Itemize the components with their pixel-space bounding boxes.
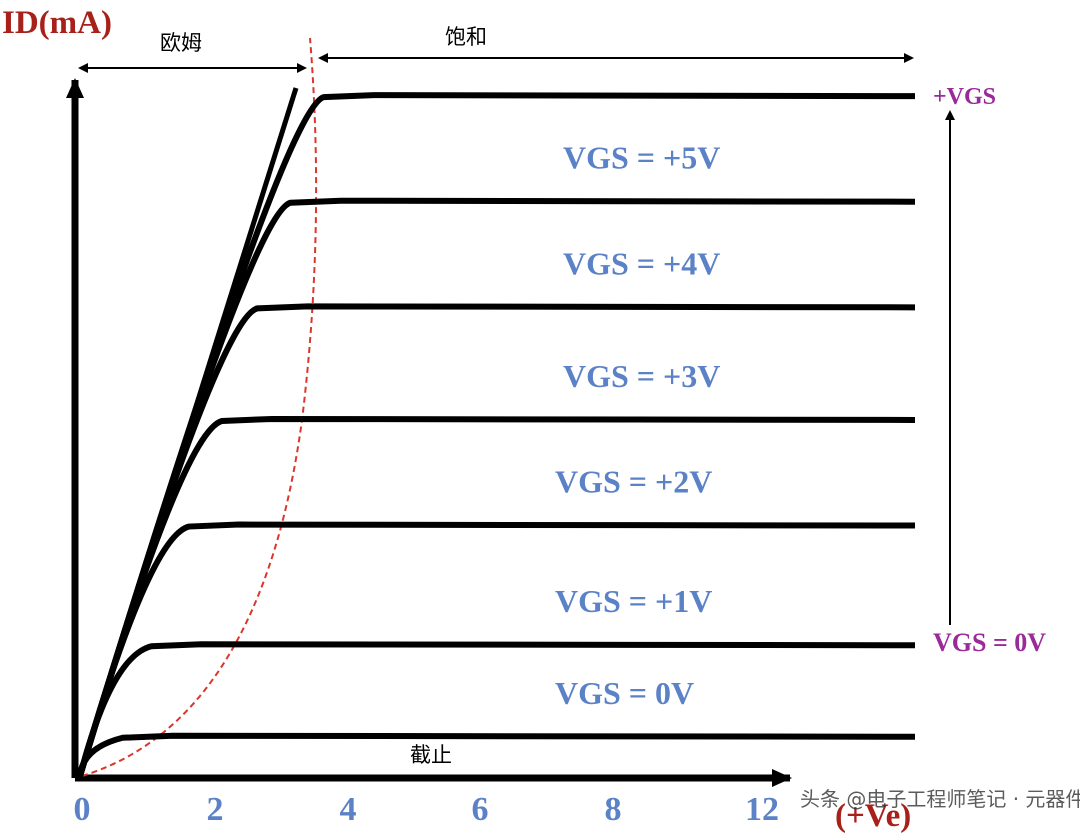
x-axis-title: (+Ve): [835, 798, 911, 834]
x-tick-label: 6: [472, 791, 489, 828]
vgs-arrow-top-label: +VGS: [933, 84, 996, 110]
x-tick-label: 4: [340, 791, 357, 828]
vgs-arrow-bottom-label: VGS = 0V: [933, 628, 1046, 657]
x-tick-labels: 0 2 4 6 8 12: [74, 791, 780, 828]
characteristic-curve: [77, 732, 916, 777]
curve-label: VGS = +1V: [555, 583, 712, 619]
characteristic-curve: [77, 641, 916, 777]
x-tick-label: 8: [605, 791, 622, 828]
cutoff-region-label: 截止: [410, 743, 452, 767]
watermark: 头条 @电子工程师笔记 · 元器件: [800, 787, 1080, 811]
ohmic-region-label: 欧姆: [160, 31, 202, 55]
characteristic-curves: [77, 92, 916, 777]
curve-label: VGS = +5V: [563, 140, 720, 176]
characteristic-curve: [77, 415, 916, 777]
y-axis-title: ID(mA): [2, 5, 112, 41]
curve-labels: VGS = 0V VGS = +1V VGS = +2V VGS = +3V VGS =…: [555, 140, 720, 711]
curve-label: VGS = +2V: [555, 464, 712, 500]
x-tick-label: 2: [207, 791, 224, 828]
characteristic-curve: [77, 92, 916, 777]
saturation-region-label: 饱和: [445, 25, 487, 49]
x-tick-label: 0: [74, 791, 91, 828]
curve-label: VGS = 0V: [555, 675, 694, 711]
curve-label: VGS = +3V: [563, 358, 720, 394]
curve-label: VGS = +4V: [563, 245, 720, 281]
x-tick-label: 12: [745, 791, 779, 828]
